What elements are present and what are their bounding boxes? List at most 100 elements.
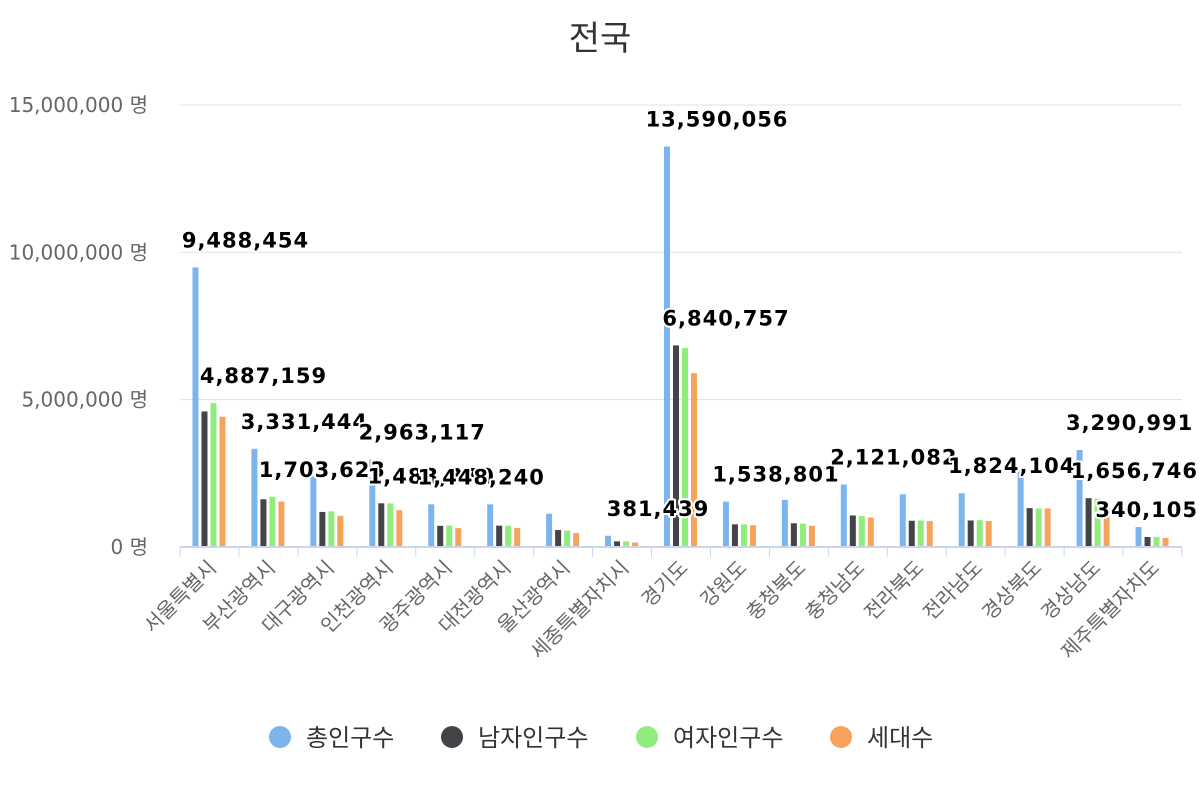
bar-여자인구수-경기도[interactable] — [682, 348, 688, 547]
bar-세대수-부산광역시[interactable] — [278, 501, 285, 547]
bar-여자인구수-충청북도[interactable] — [799, 523, 806, 547]
bar-여자인구수-세종특별자치시[interactable] — [623, 541, 630, 547]
legend-label: 총인구수 — [306, 724, 394, 752]
bar-세대수-제주특별자치도[interactable] — [1162, 537, 1169, 547]
bar-총인구수-인천광역시[interactable] — [369, 459, 376, 547]
data-label: 340,105 — [1095, 498, 1198, 522]
bar-여자인구수-강원도[interactable] — [740, 524, 747, 547]
data-label: 2,963,117 — [359, 421, 486, 445]
bar-여자인구수-울산광역시[interactable] — [564, 530, 571, 547]
bar-총인구수-대전광역시[interactable] — [487, 504, 494, 547]
data-label: 6,840,757 — [662, 306, 789, 330]
bar-총인구수-세종특별자치시[interactable] — [605, 535, 612, 547]
legend-marker — [636, 726, 658, 748]
legend-item-남자인구수[interactable]: 남자인구수 — [441, 724, 588, 752]
bar-총인구수-부산광역시[interactable] — [251, 448, 258, 547]
bar-여자인구수-부산광역시[interactable] — [269, 496, 276, 547]
bar-남자인구수-경상북도[interactable] — [1026, 508, 1033, 547]
y-tick-label: 10,000,000 명 — [9, 240, 148, 264]
bar-총인구수-강원도[interactable] — [722, 501, 729, 547]
data-label: 2,121,082 — [830, 445, 957, 469]
bar-총인구수-대구광역시[interactable] — [310, 476, 317, 547]
legend-item-세대수[interactable]: 세대수 — [830, 724, 933, 752]
bar-세대수-울산광역시[interactable] — [573, 533, 580, 547]
bar-남자인구수-대전광역시[interactable] — [496, 525, 503, 547]
bar-세대수-충청남도[interactable] — [867, 517, 874, 547]
bar-남자인구수-전라북도[interactable] — [908, 520, 915, 547]
bar-남자인구수-부산광역시[interactable] — [260, 499, 267, 547]
x-axis: 서울특별시부산광역시대구광역시인천광역시광주광역시대전광역시울산광역시세종특별자… — [139, 546, 1183, 664]
bar-여자인구수-제주특별자치도[interactable] — [1153, 537, 1160, 547]
bar-세대수-전라남도[interactable] — [985, 521, 992, 547]
bar-총인구수-서울특별시[interactable] — [192, 267, 199, 547]
bar-여자인구수-인천광역시[interactable] — [387, 503, 394, 547]
bar-남자인구수-울산광역시[interactable] — [555, 530, 562, 547]
bar-남자인구수-전라남도[interactable] — [967, 520, 974, 547]
bar-여자인구수-서울특별시[interactable] — [210, 402, 217, 547]
y-tick-label: 15,000,000 명 — [9, 93, 148, 117]
bar-남자인구수-세종특별자치시[interactable] — [614, 541, 621, 547]
data-label: 1,656,746 — [1071, 459, 1198, 483]
bar-세대수-서울특별시[interactable] — [219, 416, 226, 547]
legend-marker — [269, 726, 291, 748]
y-tick-label: 5,000,000 명 — [21, 388, 148, 412]
bar-여자인구수-경상남도[interactable] — [1094, 498, 1101, 547]
bar-총인구수-전라남도[interactable] — [958, 493, 965, 547]
bar-총인구수-충청북도[interactable] — [781, 499, 788, 547]
bar-세대수-충청북도[interactable] — [808, 525, 815, 547]
legend-item-여자인구수[interactable]: 여자인구수 — [636, 724, 783, 752]
bar-남자인구수-대구광역시[interactable] — [319, 511, 326, 547]
bar-여자인구수-경상북도[interactable] — [1035, 508, 1042, 547]
bar-여자인구수-광주광역시[interactable] — [446, 525, 453, 547]
bar-세대수-경상남도[interactable] — [1103, 504, 1110, 547]
bar-세대수-대구광역시[interactable] — [337, 515, 344, 547]
bar-여자인구수-충청남도[interactable] — [858, 516, 865, 547]
bar-세대수-전라북도[interactable] — [926, 521, 933, 547]
bar-총인구수-충청남도[interactable] — [840, 484, 847, 547]
bar-여자인구수-전라남도[interactable] — [976, 520, 983, 547]
bar-세대수-경상북도[interactable] — [1044, 508, 1051, 547]
x-tick-label: 경기도 — [637, 556, 693, 612]
bar-총인구수-제주특별자치도[interactable] — [1135, 527, 1142, 547]
data-label: 1,483,370 — [368, 464, 495, 488]
data-label: 1,703,623 — [259, 458, 386, 482]
data-label: 381,439 — [607, 497, 710, 521]
bar-남자인구수-인천광역시[interactable] — [378, 503, 385, 547]
legend-marker — [830, 726, 852, 748]
bar-남자인구수-충청남도[interactable] — [849, 515, 856, 547]
bar-남자인구수-광주광역시[interactable] — [437, 525, 444, 547]
chart-title: 전국 — [569, 19, 632, 59]
bar-남자인구수-서울특별시[interactable] — [201, 411, 208, 547]
bar-세대수-인천광역시[interactable] — [396, 510, 403, 547]
x-tick-label: 전라북도 — [859, 556, 928, 625]
data-label: 13,590,056 — [646, 108, 789, 132]
bar-총인구수-경상남도[interactable] — [1076, 450, 1083, 547]
bar-총인구수-전라북도[interactable] — [899, 494, 906, 547]
data-label: 4,887,159 — [200, 364, 327, 388]
bar-남자인구수-강원도[interactable] — [731, 524, 738, 547]
bar-여자인구수-대구광역시[interactable] — [328, 511, 335, 547]
x-tick-label: 경상북도 — [977, 556, 1046, 625]
x-tick-label: 충청남도 — [800, 556, 869, 625]
bar-총인구수-경기도[interactable] — [664, 146, 670, 547]
grid-lines — [180, 104, 1182, 401]
legend-label: 남자인구수 — [478, 724, 588, 752]
bar-총인구수-경상북도[interactable] — [1017, 469, 1024, 547]
data-label: 1,538,801 — [712, 463, 839, 487]
bar-여자인구수-대전광역시[interactable] — [505, 525, 512, 547]
legend-item-총인구수[interactable]: 총인구수 — [269, 724, 394, 752]
bar-여자인구수-전라북도[interactable] — [917, 520, 924, 547]
bar-세대수-경기도[interactable] — [691, 373, 697, 547]
bar-남자인구수-경상남도[interactable] — [1085, 498, 1092, 547]
bar-남자인구수-제주특별자치도[interactable] — [1144, 536, 1151, 547]
bar-총인구수-울산광역시[interactable] — [546, 513, 553, 547]
bar-남자인구수-경기도[interactable] — [673, 345, 679, 547]
bar-세대수-강원도[interactable] — [749, 525, 756, 547]
bar-남자인구수-충청북도[interactable] — [790, 523, 797, 547]
bar-세대수-광주광역시[interactable] — [455, 528, 462, 547]
bar-총인구수-광주광역시[interactable] — [428, 504, 435, 547]
bar-세대수-세종특별자치시[interactable] — [632, 542, 639, 547]
bar-세대수-대전광역시[interactable] — [514, 527, 521, 547]
legend[interactable]: 총인구수 남자인구수 여자인구수 세대수 — [269, 724, 933, 752]
